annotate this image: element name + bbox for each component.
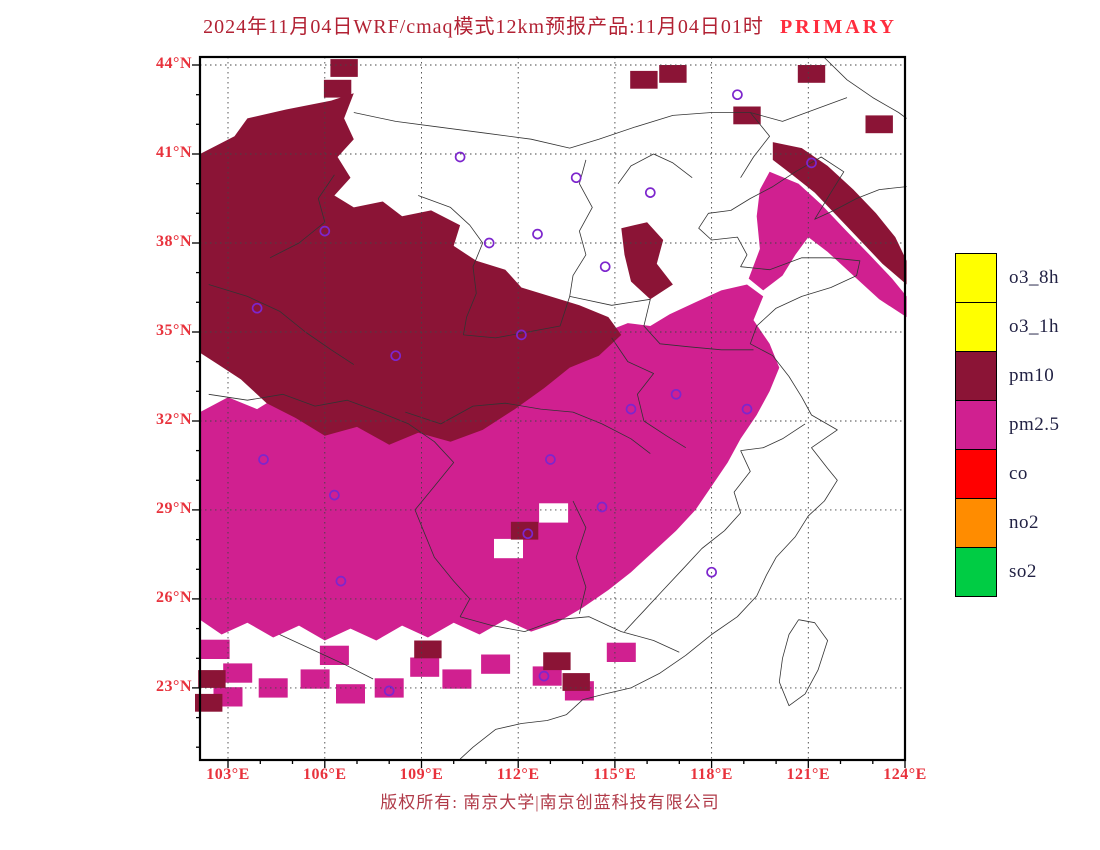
legend-item-so2: so2 bbox=[955, 547, 1060, 597]
lon-tick-label: 106°E bbox=[302, 766, 347, 783]
legend-swatch-pm25 bbox=[955, 400, 997, 450]
city-marker bbox=[670, 388, 682, 400]
city-marker bbox=[625, 403, 637, 415]
pollutant-legend: o3_8h o3_1h pm10 pm2.5 co no2 so2 bbox=[955, 253, 1060, 597]
lon-tick-label: 124°E bbox=[883, 766, 927, 783]
legend-item-pm10: pm10 bbox=[955, 351, 1060, 401]
lon-tick-label: 112°E bbox=[496, 766, 540, 783]
legend-label-pm10: pm10 bbox=[1009, 365, 1055, 386]
city-marker bbox=[319, 225, 331, 237]
legend-item-o3-1h: o3_1h bbox=[955, 302, 1060, 352]
city-marker bbox=[644, 187, 656, 198]
lon-tick-label: 118°E bbox=[690, 766, 733, 783]
lat-tick-label: 38°N bbox=[156, 232, 192, 250]
city-marker bbox=[596, 501, 608, 513]
city-marker bbox=[383, 685, 395, 697]
lat-tick-label: 29°N bbox=[156, 499, 192, 517]
lat-tick-label: 32°N bbox=[156, 410, 192, 428]
legend-swatch-o3-8h bbox=[955, 253, 997, 303]
legend-item-o3-8h: o3_8h bbox=[955, 253, 1060, 303]
map-canvas bbox=[192, 55, 907, 768]
city-marker bbox=[522, 528, 534, 540]
legend-item-no2: no2 bbox=[955, 498, 1060, 548]
lat-tick-label: 26°N bbox=[156, 588, 192, 606]
city-marker bbox=[570, 172, 582, 184]
lat-tick-label: 41°N bbox=[156, 143, 192, 161]
lat-tick-label: 44°N bbox=[156, 55, 192, 72]
legend-item-co: co bbox=[955, 449, 1060, 499]
lon-tick-label: 103°E bbox=[206, 766, 250, 783]
graticule-grid bbox=[200, 57, 905, 760]
legend-swatch-pm10 bbox=[955, 351, 997, 401]
city-marker bbox=[251, 302, 263, 314]
city-marker bbox=[516, 329, 527, 341]
lon-tick-label: 115°E bbox=[593, 766, 637, 783]
legend-label-o3-8h: o3_8h bbox=[1009, 267, 1059, 288]
city-marker bbox=[532, 228, 543, 240]
lat-tick-label: 23°N bbox=[156, 677, 192, 695]
city-marker bbox=[599, 261, 611, 273]
page-title-text: 2024年11月04日WRF/cmaq模式12km预报产品:11月04日01时 bbox=[203, 16, 764, 38]
copyright-footer: 版权所有: 南京大学|南京创蓝科技有限公司 bbox=[380, 793, 720, 812]
city-marker bbox=[806, 157, 817, 169]
legend-item-pm25: pm2.5 bbox=[955, 400, 1060, 450]
city-marker bbox=[335, 575, 347, 587]
city-marker-layer bbox=[251, 89, 817, 697]
city-marker bbox=[741, 403, 753, 415]
legend-swatch-o3-1h bbox=[955, 302, 997, 352]
pollutant-region-layer bbox=[195, 59, 907, 712]
city-marker bbox=[732, 89, 743, 101]
page-title: 2024年11月04日WRF/cmaq模式12km预报产品:11月04日01时 P… bbox=[0, 10, 1100, 39]
legend-swatch-co bbox=[955, 449, 997, 499]
legend-label-so2: so2 bbox=[1009, 561, 1037, 582]
city-marker bbox=[545, 454, 556, 465]
province-boundaries bbox=[208, 57, 907, 760]
legend-label-no2: no2 bbox=[1009, 512, 1039, 533]
map-frame bbox=[198, 55, 907, 762]
legend-label-pm25: pm2.5 bbox=[1009, 414, 1060, 435]
lon-tick-label: 109°E bbox=[399, 766, 444, 783]
city-marker bbox=[258, 454, 269, 465]
city-marker bbox=[454, 151, 466, 163]
legend-swatch-so2 bbox=[955, 547, 997, 597]
legend-swatch-no2 bbox=[955, 498, 997, 548]
city-marker bbox=[483, 237, 495, 249]
city-marker bbox=[390, 350, 402, 362]
city-marker bbox=[538, 670, 550, 682]
city-marker bbox=[706, 566, 717, 578]
primary-pollutant-tag: PRIMARY bbox=[779, 16, 897, 38]
lon-tick-label: 121°E bbox=[786, 766, 831, 783]
city-marker bbox=[329, 489, 340, 501]
lat-tick-label: 35°N bbox=[156, 321, 192, 339]
legend-label-o3-1h: o3_1h bbox=[1009, 316, 1059, 337]
legend-label-co: co bbox=[1009, 463, 1028, 484]
